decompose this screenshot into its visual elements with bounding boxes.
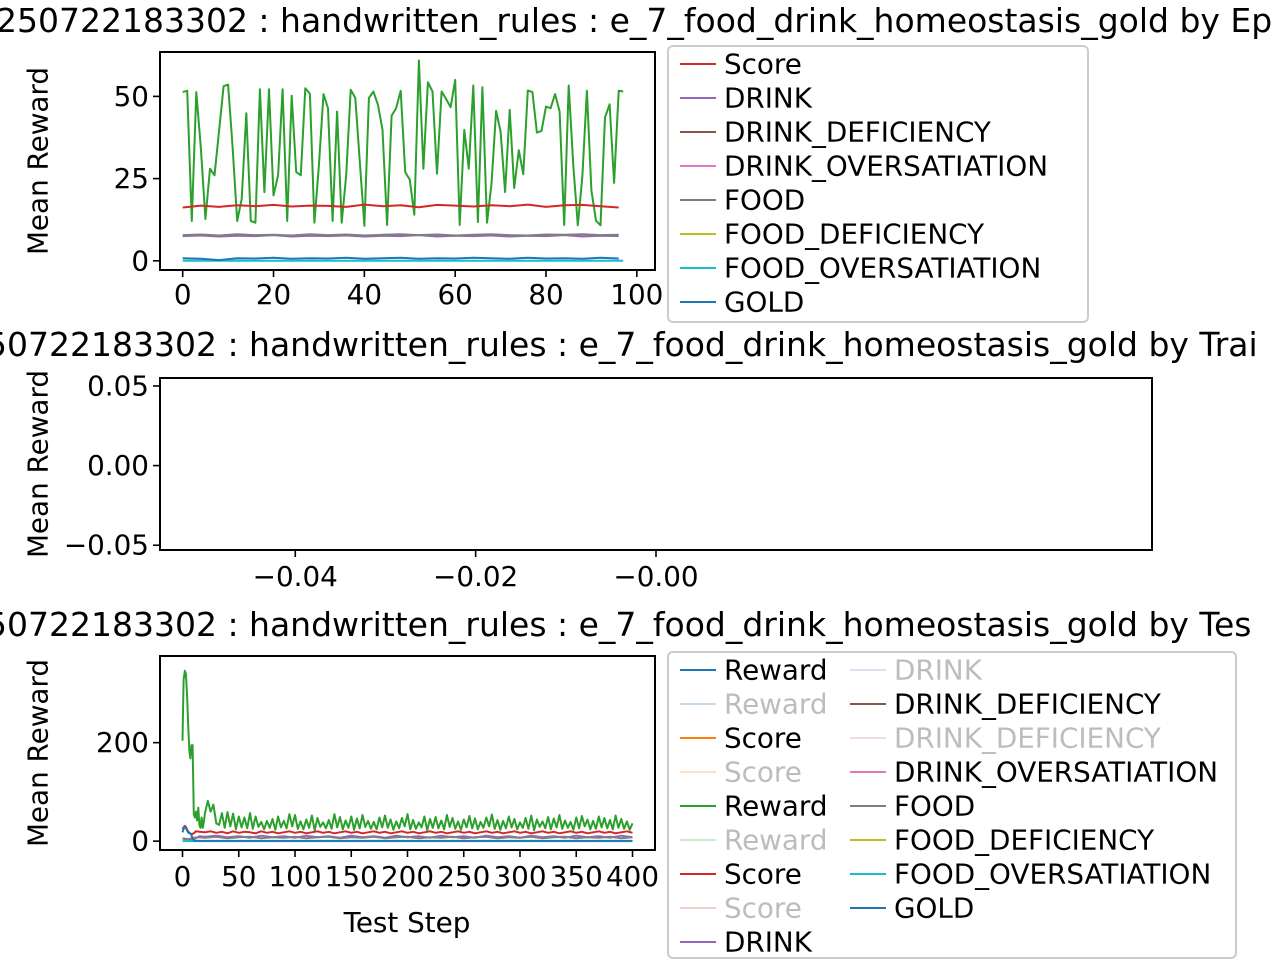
episode-legend-drink-oversatiation-label: DRINK_OVERSATIATION [724, 150, 1048, 183]
episode-series-food [182, 233, 619, 237]
test-x-tick-label: 300 [493, 860, 546, 893]
episode-legend: ScoreDRINKDRINK_DEFICIENCYDRINK_OVERSATI… [667, 45, 1089, 323]
episode-y-axis-label: Mean Reward [22, 67, 55, 255]
test-legend-drink-oversatiation-label: DRINK_OVERSATIATION [894, 756, 1218, 789]
episode-x-tick-label: 0 [174, 278, 192, 311]
episode-legend-score-label: Score [724, 48, 802, 81]
train-y-tick-label: 0.00 [87, 449, 149, 482]
test-legend-score-label: Score [724, 858, 802, 891]
test-legend-score-label: Score [724, 756, 802, 789]
test-legend-food-oversatiation-label: FOOD_OVERSATIATION [894, 858, 1211, 891]
episode-legend-drink-label: DRINK [724, 82, 813, 115]
test-series-score [181, 824, 633, 836]
test-x-axis-label: Test Step [343, 906, 471, 939]
test-legend-drink-deficiency-label: DRINK_DEFICIENCY [894, 722, 1162, 755]
episode-x-tick-label: 40 [347, 278, 382, 311]
test-legend-food-label: FOOD [894, 790, 975, 823]
test-series-group [181, 669, 634, 843]
episode-series-drink [182, 234, 619, 238]
episode-x-tick-label: 100 [610, 278, 663, 311]
test-legend-drink-label: DRINK [894, 654, 983, 687]
test-x-tick-label: 100 [268, 860, 321, 893]
episode-y-tick-label: 25 [114, 162, 149, 195]
episode-y-tick-label: 0 [131, 244, 149, 277]
test-legend-score-label: Score [724, 892, 802, 925]
episode-series-group [182, 59, 624, 262]
test-legend-box [667, 651, 1237, 959]
test-x-tick-label: 250 [437, 860, 490, 893]
test-x-tick-label: 0 [174, 860, 192, 893]
test-plot-title: 50722183302 : handwritten_rules : e_7_fo… [0, 605, 1251, 644]
train-axes: −0.04 −0.02 −0.00 0.05 0.00 −0.05 [64, 369, 1153, 593]
test-legend-food-deficiency-label: FOOD_DEFICIENCY [894, 824, 1155, 857]
test-x-tick-label: 50 [221, 860, 256, 893]
episode-axes: 0 20 40 60 80 100 0 25 50 [114, 51, 663, 311]
train-y-tick-label: 0.05 [87, 369, 149, 402]
train-y-tick-label: −0.05 [64, 529, 149, 562]
test-series-reward [181, 669, 634, 832]
episode-legend-food-oversatiation-label: FOOD_OVERSATIATION [724, 252, 1041, 285]
train-y-axis-label: Mean Reward [22, 370, 55, 558]
episode-axes-frame [159, 51, 656, 271]
test-legend-drink-deficiency-label: DRINK_DEFICIENCY [894, 688, 1162, 721]
episode-x-tick-label: 80 [528, 278, 563, 311]
test-legend: RewardRewardScoreScoreRewardRewardScoreS… [667, 651, 1237, 959]
episode-plot-title: 250722183302 : handwritten_rules : e_7_f… [0, 1, 1272, 40]
test-x-tick-label: 150 [325, 860, 378, 893]
test-y-axis-label: Mean Reward [22, 659, 55, 847]
test-x-tick-label: 200 [381, 860, 434, 893]
test-legend-gold-label: GOLD [894, 892, 974, 925]
train-plot-title: 50722183302 : handwritten_rules : e_7_fo… [0, 325, 1258, 364]
episode-legend-food-label: FOOD [724, 184, 805, 217]
episode-series-reward [182, 59, 624, 227]
test-legend-reward-label: Reward [724, 688, 828, 721]
train-x-tick-label: −0.04 [253, 560, 338, 593]
episode-series-score [182, 203, 619, 209]
test-series-food [182, 835, 633, 841]
test-series-gold [181, 825, 633, 842]
episode-legend-gold-label: GOLD [724, 286, 804, 319]
episode-y-tick-label: 50 [114, 80, 149, 113]
episode-x-tick-label: 20 [256, 278, 291, 311]
episode-x-tick-label: 60 [437, 278, 472, 311]
episode-legend-food-deficiency-label: FOOD_DEFICIENCY [724, 218, 985, 251]
train-x-tick-label: −0.02 [433, 560, 518, 593]
test-x-tick-label: 350 [550, 860, 603, 893]
train-plot-area [160, 378, 1152, 550]
episode-series-gold [182, 256, 619, 262]
test-y-tick-label: 200 [96, 726, 149, 759]
episode-legend-box [667, 45, 1089, 323]
test-x-tick-label: 400 [606, 860, 659, 893]
test-legend-reward-label: Reward [724, 824, 828, 857]
train-x-tick-label: −0.00 [613, 560, 698, 593]
episode-legend-drink-deficiency-label: DRINK_DEFICIENCY [724, 116, 992, 149]
test-legend-reward-label: Reward [724, 790, 828, 823]
test-legend-reward-label: Reward [724, 654, 828, 687]
test-legend-score-label: Score [724, 722, 802, 755]
test-legend-drink-label: DRINK [724, 926, 813, 959]
test-y-tick-label: 0 [131, 825, 149, 858]
